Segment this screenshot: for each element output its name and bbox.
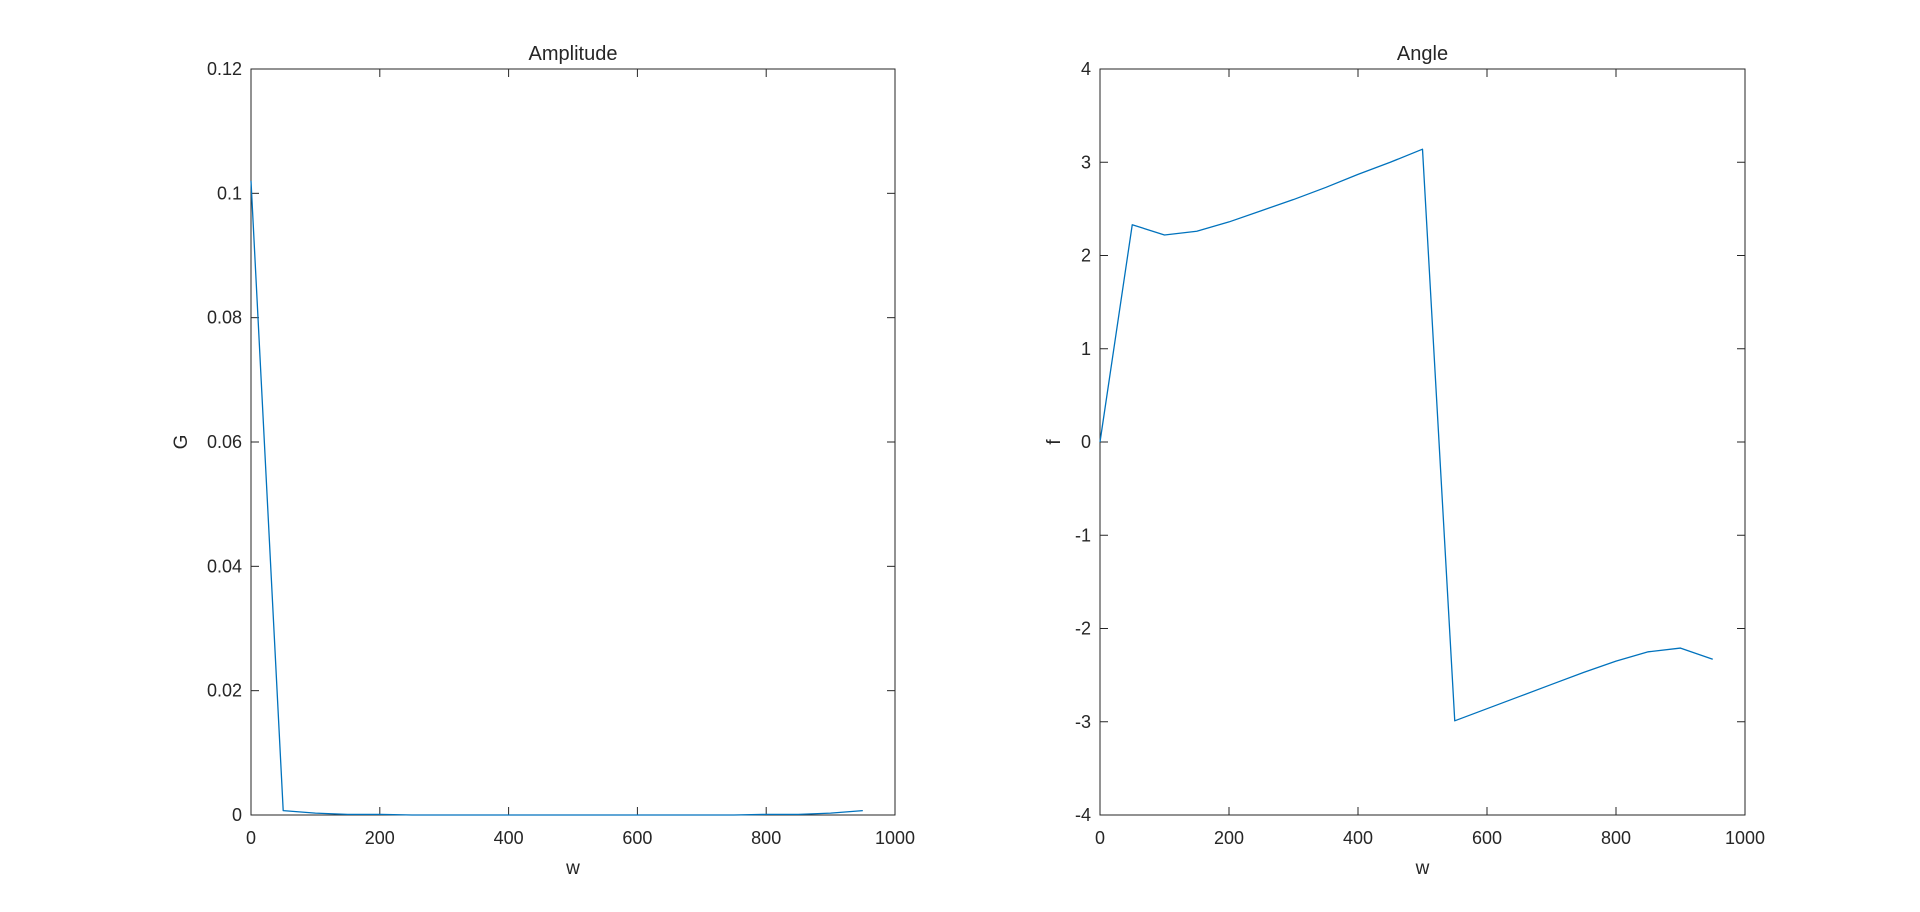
x-tick-label: 800	[751, 828, 781, 848]
plot-area	[250, 68, 896, 816]
y-tick-label: 0	[232, 805, 242, 825]
x-tick-label: 0	[246, 828, 256, 848]
y-tick-label: 0.06	[207, 432, 242, 452]
y-axis-label: G	[171, 435, 192, 450]
y-tick-label: 0.1	[217, 183, 242, 203]
y-tick-label: -2	[1075, 619, 1091, 639]
x-axis-label: w	[565, 858, 580, 879]
chart-title: Amplitude	[529, 43, 618, 65]
chart-title: Angle	[1397, 43, 1448, 65]
y-tick-label: 2	[1081, 246, 1091, 266]
x-tick-label: 600	[1472, 828, 1502, 848]
x-tick-label: 200	[365, 828, 395, 848]
plot-area	[1099, 68, 1746, 816]
x-tick-label: 200	[1214, 828, 1244, 848]
x-tick-label: 0	[1095, 828, 1105, 848]
y-tick-label: 0.04	[207, 556, 242, 576]
y-tick-label: 0.02	[207, 681, 242, 701]
x-tick-label: 800	[1601, 828, 1631, 848]
y-tick-label: -3	[1075, 712, 1091, 732]
y-tick-label: -1	[1075, 525, 1091, 545]
y-tick-label: -4	[1075, 805, 1091, 825]
x-tick-label: 1000	[875, 828, 915, 848]
y-tick-label: 1	[1081, 339, 1091, 359]
y-tick-label: 0.08	[207, 308, 242, 328]
y-tick-label: 0	[1081, 432, 1091, 452]
x-axis-label: w	[1415, 858, 1430, 879]
series-line	[1099, 148, 1713, 722]
x-tick-label: 400	[494, 828, 524, 848]
x-tick-label: 600	[622, 828, 652, 848]
y-tick-label: 0.12	[207, 59, 242, 79]
angle-chart: 0 200 400 600 800 1000 -4 -3 -2 -1 0 1 2 3 4 Angle w f	[1044, 43, 1765, 879]
amplitude-chart: 0 200 400 600 800 1000 0 0.02 0.04 0.06 0.08 0.1 0.1…	[171, 43, 915, 879]
y-tick-label: 3	[1081, 152, 1091, 172]
series-line	[250, 180, 863, 816]
y-tick-label: 4	[1081, 59, 1091, 79]
x-tick-label: 400	[1343, 828, 1373, 848]
y-axis-label: f	[1044, 439, 1065, 445]
x-tick-label: 1000	[1725, 828, 1765, 848]
